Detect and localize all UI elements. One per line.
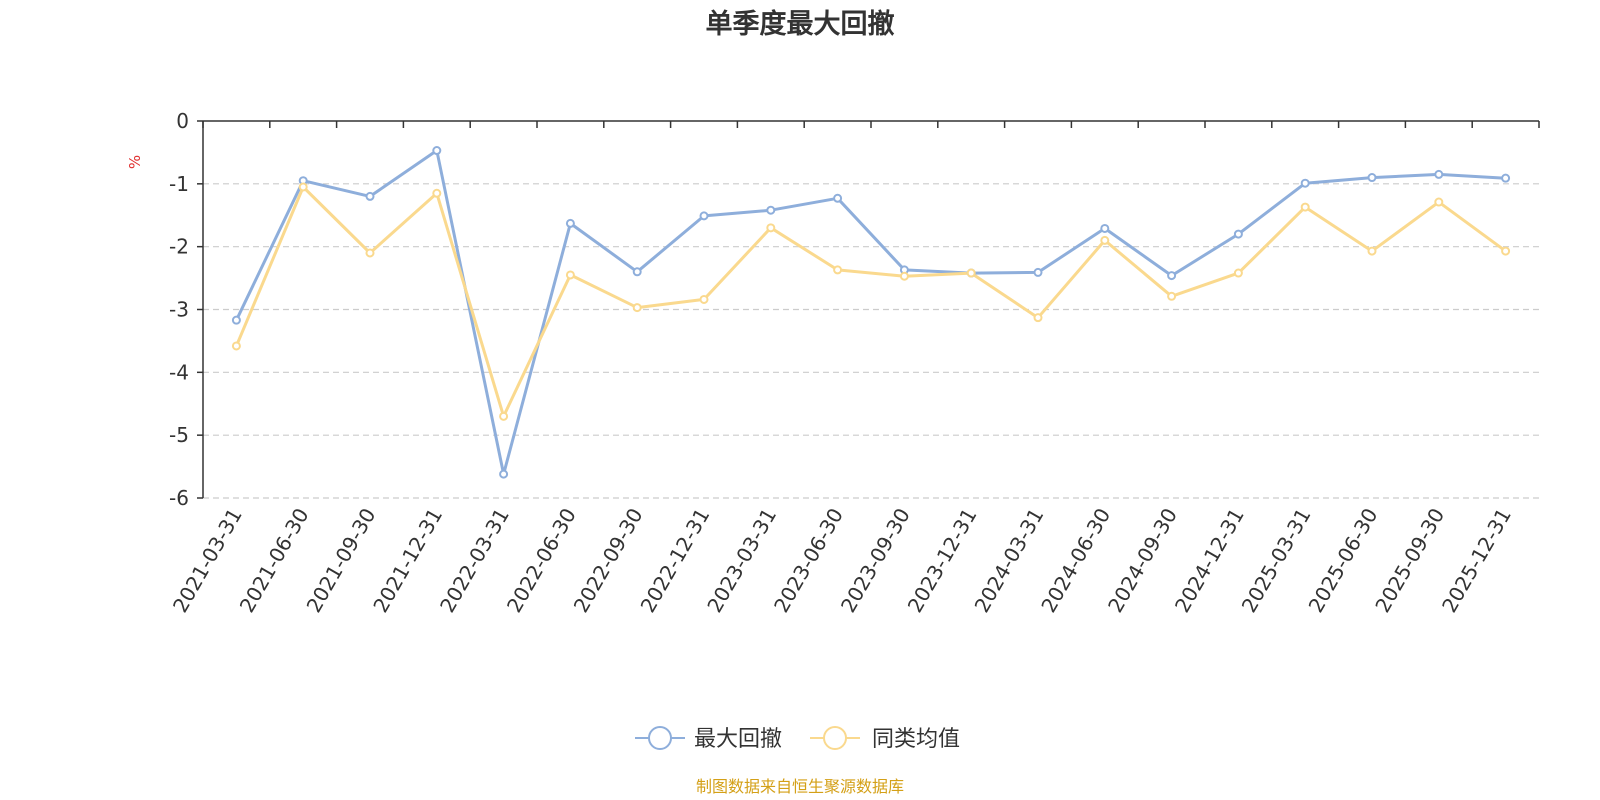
- axes: 0 -1 -2 -3 -4 -5 -62021-03-312021-06-302021-09…: [168, 109, 1540, 617]
- x-tick-label: 2025-12-31: [1437, 504, 1516, 617]
- x-tick-label: 2025-09-30: [1370, 504, 1449, 617]
- data-point[interactable]: [833, 265, 843, 275]
- data-point[interactable]: [365, 191, 375, 201]
- data-point[interactable]: [1033, 313, 1043, 323]
- data-point[interactable]: [499, 411, 509, 421]
- data-point[interactable]: [231, 341, 241, 351]
- x-tick-label: 2025-06-30: [1303, 504, 1382, 617]
- data-point[interactable]: [1501, 246, 1511, 256]
- x-tick-label: 2021-09-30: [301, 504, 380, 617]
- data-point[interactable]: [1233, 268, 1243, 278]
- data-point[interactable]: [833, 193, 843, 203]
- legend[interactable]: 最大回撤 同类均值: [635, 726, 960, 752]
- data-point[interactable]: [365, 248, 375, 258]
- y-tick-label: -4: [169, 360, 189, 384]
- x-tick-label: 2023-06-30: [769, 504, 848, 617]
- data-point[interactable]: [1501, 173, 1511, 183]
- series-line: [235, 185, 1507, 418]
- data-point[interactable]: [1233, 229, 1243, 239]
- x-tick-label: 2021-06-30: [235, 504, 314, 617]
- data-point[interactable]: [632, 267, 642, 277]
- data-point[interactable]: [1367, 173, 1377, 183]
- data-point[interactable]: [699, 294, 709, 304]
- series-layer: [231, 146, 1511, 479]
- y-tick-label: -6: [169, 486, 189, 510]
- data-point[interactable]: [499, 469, 509, 479]
- chart-title: 单季度最大回撤: [706, 8, 895, 40]
- data-point[interactable]: [565, 270, 575, 280]
- legend-item[interactable]: 同类均值: [810, 726, 960, 752]
- x-tick-label: 2021-12-31: [368, 504, 447, 617]
- data-point[interactable]: [1367, 246, 1377, 256]
- data-point[interactable]: [899, 271, 909, 281]
- x-tick-label: 2024-06-30: [1036, 504, 1115, 617]
- grid-lines: [203, 183, 1539, 499]
- data-point[interactable]: [766, 223, 776, 233]
- y-tick-label: -1: [169, 172, 189, 196]
- data-point[interactable]: [231, 315, 241, 325]
- x-tick-label: 2022-09-30: [569, 504, 648, 617]
- data-point[interactable]: [1300, 202, 1310, 212]
- data-point[interactable]: [699, 211, 709, 221]
- x-tick-label: 2023-12-31: [903, 504, 982, 617]
- series-line: [235, 149, 1506, 476]
- data-point[interactable]: [1434, 169, 1444, 179]
- legend-marker-icon: [648, 726, 672, 750]
- x-tick-label: 2023-03-31: [702, 504, 781, 617]
- y-axis-unit: %: [126, 155, 144, 169]
- y-tick-label: -5: [169, 423, 189, 447]
- data-point[interactable]: [966, 268, 976, 278]
- data-point[interactable]: [565, 218, 575, 228]
- x-tick-label: 2021-03-31: [168, 504, 247, 617]
- data-point[interactable]: [1167, 291, 1177, 301]
- data-point[interactable]: [1300, 178, 1310, 188]
- y-tick-label: -3: [169, 298, 189, 322]
- data-point[interactable]: [632, 303, 642, 313]
- source-note: 制图数据来自恒生聚源数据库: [696, 777, 904, 796]
- data-point[interactable]: [1100, 235, 1110, 245]
- data-point[interactable]: [1167, 271, 1177, 281]
- data-point[interactable]: [432, 146, 442, 156]
- y-tick-label: 0: [176, 109, 189, 133]
- data-point[interactable]: [1434, 197, 1444, 207]
- y-tick-label: -2: [169, 235, 189, 259]
- data-point[interactable]: [1033, 267, 1043, 277]
- x-tick-label: 2024-12-31: [1170, 504, 1249, 617]
- data-point[interactable]: [432, 188, 442, 198]
- x-tick-label: 2022-03-31: [435, 504, 514, 617]
- x-tick-label: 2025-03-31: [1237, 504, 1316, 617]
- x-tick-label: 2022-12-31: [635, 504, 714, 617]
- legend-label: 同类均值: [872, 727, 960, 752]
- x-tick-label: 2024-03-31: [969, 504, 1048, 617]
- data-point[interactable]: [1100, 223, 1110, 233]
- x-tick-label: 2024-09-30: [1103, 504, 1182, 617]
- x-tick-label: 2022-06-30: [502, 504, 581, 617]
- x-tick-label: 2023-09-30: [836, 504, 915, 617]
- legend-label: 最大回撤: [694, 727, 782, 752]
- legend-marker-icon: [823, 726, 847, 750]
- data-point[interactable]: [766, 205, 776, 215]
- data-point[interactable]: [298, 182, 308, 192]
- legend-item[interactable]: 最大回撤: [635, 726, 782, 752]
